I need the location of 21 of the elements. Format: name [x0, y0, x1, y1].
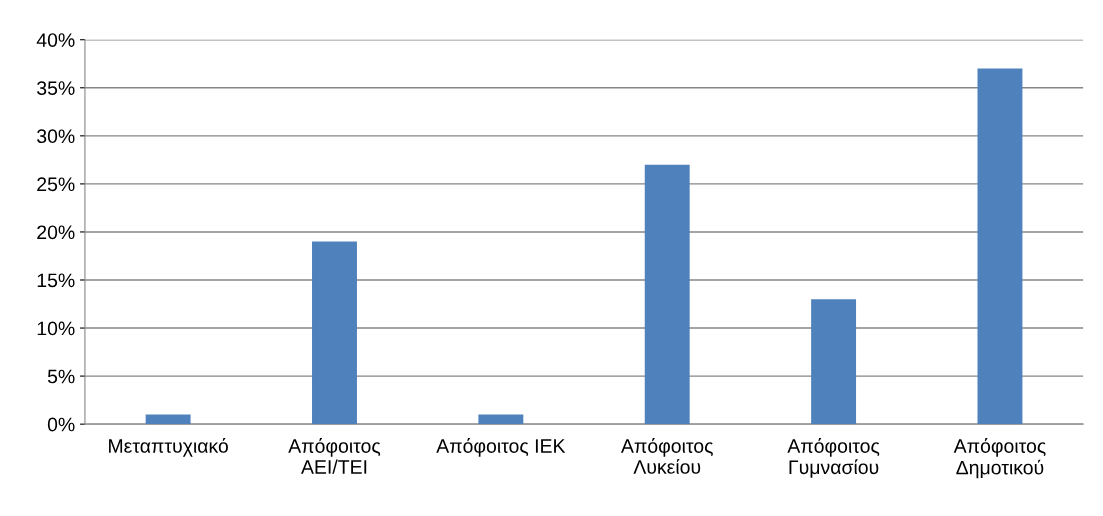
y-tick-label: 40% [36, 33, 75, 47]
x-tick-label: Απόφοιτος Γυμνασίου [787, 438, 880, 478]
bar [977, 68, 1023, 425]
x-tick-label: Απόφοιτος Λυκείου [620, 438, 713, 474]
y-tick-label: 15% [37, 273, 75, 288]
bar [478, 414, 524, 425]
bar [312, 241, 357, 425]
x-tick-label: Απόφοιτος ΑΕΙ/ΤΕΙ [288, 438, 381, 474]
bar [644, 164, 690, 425]
y-tick-label: 35% [37, 81, 75, 96]
y-tick-label: 0% [47, 417, 75, 432]
x-tick-label: Απόφοιτος ΙΕΚ [436, 438, 566, 457]
y-tick-label: 20% [37, 225, 75, 240]
y-tick-label: 30% [37, 129, 75, 144]
y-tick-label: 5% [47, 369, 75, 384]
y-tick-label: 25% [37, 177, 75, 192]
x-tick-label: Απόφοιτος Δημοτικού [953, 438, 1046, 479]
y-tick-label: 10% [37, 321, 75, 336]
bar [811, 299, 857, 425]
bar [145, 414, 191, 425]
x-tick-label: Μεταπτυχιακό [109, 438, 228, 457]
